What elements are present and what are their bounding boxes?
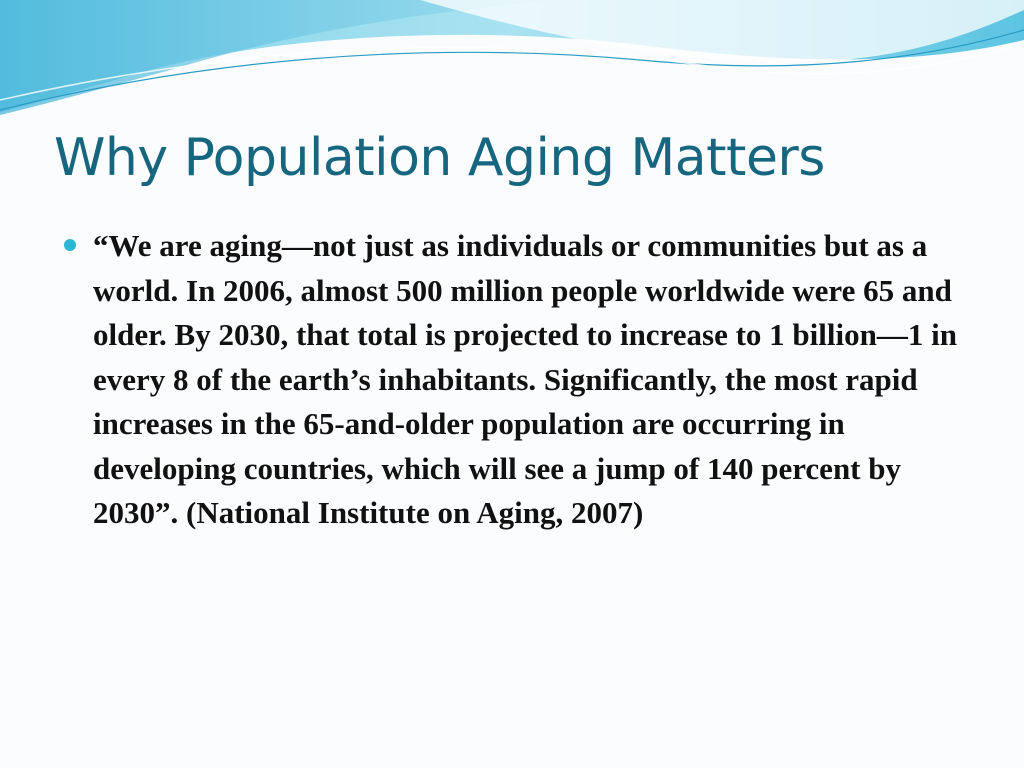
bullet-item: “We are aging—not just as individuals or… xyxy=(60,224,960,536)
wave-line xyxy=(0,44,1024,101)
wave-line xyxy=(0,29,1024,111)
bullet-marker xyxy=(64,239,76,251)
wave xyxy=(0,0,560,115)
header-waves xyxy=(0,0,1024,115)
bullet-list: “We are aging—not just as individuals or… xyxy=(60,224,960,536)
slide-title: Why Population Aging Matters xyxy=(54,128,825,188)
wave xyxy=(420,0,1024,62)
bullet-text: “We are aging—not just as individuals or… xyxy=(93,228,957,530)
